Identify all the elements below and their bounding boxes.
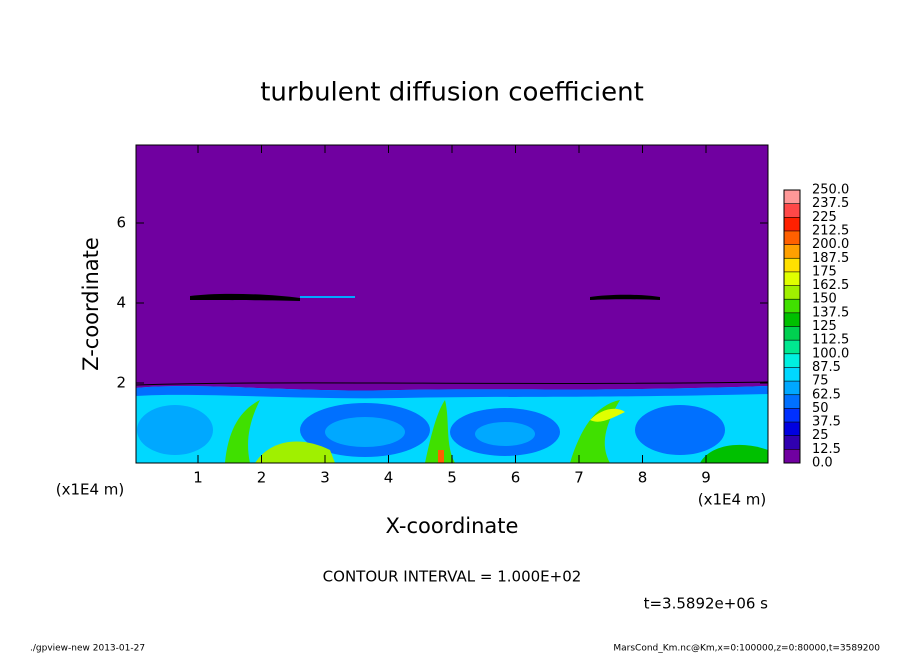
colorbar-label: 187.5 xyxy=(812,251,849,266)
colorbar-band xyxy=(784,381,800,395)
colorbar-label: 12.5 xyxy=(812,442,841,457)
colorbar-band xyxy=(784,230,800,245)
colorbar-label: 237.5 xyxy=(812,196,849,211)
colorbar-band xyxy=(784,203,800,218)
colorbar-label: 137.5 xyxy=(812,305,849,320)
colorbar-label: 37.5 xyxy=(812,415,841,430)
colorbar-label: 100.0 xyxy=(812,346,849,361)
colorbar-band xyxy=(784,408,800,423)
chart-title: turbulent diffusion coefficient xyxy=(260,78,644,108)
colorbar-label: 75 xyxy=(812,374,829,389)
footer-left: ./gpview-new 2013-01-27 xyxy=(30,644,145,654)
field-plume xyxy=(225,400,260,463)
colorbar-label: 0.0 xyxy=(812,456,833,471)
colorbar-band xyxy=(784,299,800,313)
x-tick-label: 6 xyxy=(511,469,521,487)
field-plume xyxy=(590,408,625,422)
field-contour xyxy=(135,381,769,386)
colorbar-label: 150 xyxy=(812,292,837,307)
field-eddy xyxy=(635,405,725,455)
x-tick-label: 2 xyxy=(257,469,267,487)
colorbar-label: 225 xyxy=(812,210,837,225)
colorbar-band xyxy=(784,271,800,286)
field-contour xyxy=(590,294,660,300)
colorbar-label: 112.5 xyxy=(812,333,849,348)
colorbar-band xyxy=(784,244,800,259)
colorbar-band xyxy=(784,422,800,436)
colorbar-band xyxy=(784,190,800,204)
colorbar-band xyxy=(784,367,800,382)
contour-field xyxy=(135,145,769,463)
colorbar-band xyxy=(784,449,800,463)
colorbar-band xyxy=(784,435,800,450)
colorbar-band xyxy=(784,312,800,327)
time-label: t=3.5892e+06 s xyxy=(644,595,769,613)
colorbar-label: 125 xyxy=(812,319,837,334)
field-eddy xyxy=(137,405,213,455)
colorbar-label: 50 xyxy=(812,401,829,416)
colorbar-label: 162.5 xyxy=(812,278,849,293)
field-contour xyxy=(190,293,300,301)
colorbar-band xyxy=(784,353,800,368)
contour-interval: CONTOUR INTERVAL = 1.000E+02 xyxy=(323,568,582,586)
y-tick-label: 4 xyxy=(116,294,126,312)
x-tick-label: 1 xyxy=(193,469,203,487)
x-tick-label: 5 xyxy=(447,469,457,487)
x-unit-label: (x1E4 m) xyxy=(56,481,125,499)
colorbar-label: 62.5 xyxy=(812,387,841,402)
colorbar-band xyxy=(784,326,800,341)
footer-right: MarsCond_Km.nc@Km,x=0:100000,z=0:80000,t… xyxy=(613,644,880,654)
field-eddy xyxy=(325,417,405,447)
colorbar-label: 87.5 xyxy=(812,360,841,375)
y-tick-label: 2 xyxy=(116,374,126,392)
x-unit-label: (x1E4 m) xyxy=(698,491,767,509)
field-plume xyxy=(425,400,455,463)
colorbar-band xyxy=(784,340,800,354)
colorbar-band xyxy=(784,258,800,272)
x-tick-label: 8 xyxy=(638,469,648,487)
field-boundary xyxy=(136,386,768,399)
colorbar-band xyxy=(784,217,800,231)
x-tick-label: 9 xyxy=(701,469,711,487)
x-tick-label: 3 xyxy=(320,469,330,487)
field-eddy xyxy=(475,422,535,446)
field-plume xyxy=(255,441,335,463)
x-tick-label: 4 xyxy=(384,469,394,487)
colorbar-label: 212.5 xyxy=(812,223,849,238)
colorbar-band xyxy=(784,285,800,300)
x-tick-label: 7 xyxy=(574,469,584,487)
field-peak xyxy=(438,450,444,463)
colorbar-label: 175 xyxy=(812,264,837,279)
colorbar-label: 250.0 xyxy=(812,183,849,198)
y-axis-title: Z-coordinate xyxy=(79,237,103,371)
y-tick-label: 6 xyxy=(116,214,126,232)
colorbar-label: 25 xyxy=(812,428,829,443)
field-plume xyxy=(700,444,768,463)
colorbar-band xyxy=(784,394,800,409)
colorbar-label: 200.0 xyxy=(812,237,849,252)
x-axis-title: X-coordinate xyxy=(386,514,519,538)
